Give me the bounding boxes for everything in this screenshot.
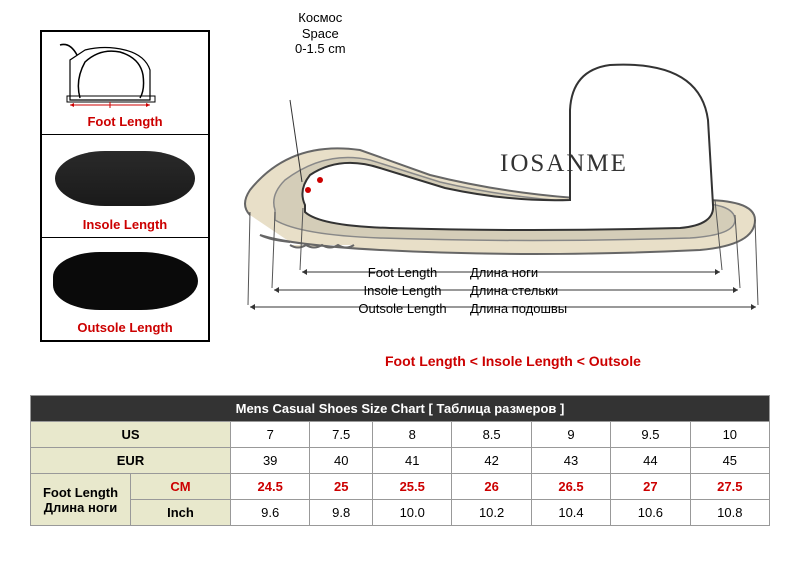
insole-length-cell: Insole Length bbox=[42, 135, 208, 238]
us-row: US 7 7.5 8 8.5 9 9.5 10 bbox=[31, 422, 770, 448]
us-label: US bbox=[31, 422, 231, 448]
left-measurement-panel: Foot Length Insole Length Outsole Length bbox=[40, 30, 210, 342]
eur-cell: 41 bbox=[373, 448, 452, 474]
cm-cell: 26 bbox=[452, 474, 531, 500]
foot-length-label: Foot Length bbox=[48, 114, 202, 132]
us-cell: 7 bbox=[231, 422, 310, 448]
inch-cell: 10.8 bbox=[690, 500, 769, 526]
brand-label: IOSANME bbox=[500, 150, 628, 178]
inch-cell: 10.6 bbox=[611, 500, 690, 526]
foot-length-group-label: Foot Length Длина ноги bbox=[31, 474, 131, 526]
cm-cell: 25.5 bbox=[373, 474, 452, 500]
len-en: Foot Length bbox=[35, 485, 126, 500]
inch-label: Inch bbox=[131, 500, 231, 526]
outsole-length-cell: Outsole Length bbox=[42, 238, 208, 340]
eur-cell: 43 bbox=[531, 448, 610, 474]
insole-icon bbox=[55, 151, 195, 206]
eur-cell: 40 bbox=[310, 448, 373, 474]
us-cell: 8 bbox=[373, 422, 452, 448]
foot-length-cell: Foot Length bbox=[42, 32, 208, 135]
cm-cell: 25 bbox=[310, 474, 373, 500]
size-chart-table: Mens Casual Shoes Size Chart [ Таблица р… bbox=[30, 395, 770, 526]
dim-insole-en: Insole Length bbox=[355, 282, 450, 300]
space-en: Space bbox=[295, 26, 346, 42]
dim-foot-ru: Длина ноги bbox=[470, 264, 538, 282]
dim-outsole-en: Outsole Length bbox=[355, 300, 450, 318]
cm-label: CM bbox=[131, 474, 231, 500]
dim-foot-en: Foot Length bbox=[355, 264, 450, 282]
outsole-icon bbox=[53, 252, 198, 310]
insole-length-label: Insole Length bbox=[48, 217, 202, 235]
inch-cell: 10.2 bbox=[452, 500, 531, 526]
eur-cell: 44 bbox=[611, 448, 690, 474]
outsole-length-label: Outsole Length bbox=[48, 320, 202, 338]
dim-insole-ru: Длина стельки bbox=[470, 282, 558, 300]
inch-cell: 9.8 bbox=[310, 500, 373, 526]
eur-cell: 45 bbox=[690, 448, 769, 474]
inch-cell: 10.4 bbox=[531, 500, 610, 526]
length-formula: Foot Length < Insole Length < Outsole bbox=[385, 353, 641, 369]
eur-row: EUR 39 40 41 42 43 44 45 bbox=[31, 448, 770, 474]
us-cell: 9 bbox=[531, 422, 610, 448]
foot-trace-icon bbox=[55, 40, 195, 110]
dim-outsole: Outsole Length Длина подошвы bbox=[355, 300, 567, 318]
cm-cell: 27.5 bbox=[690, 474, 769, 500]
cm-cell: 24.5 bbox=[231, 474, 310, 500]
us-cell: 9.5 bbox=[611, 422, 690, 448]
cm-row: Foot Length Длина ноги CM 24.5 25 25.5 2… bbox=[31, 474, 770, 500]
us-cell: 7.5 bbox=[310, 422, 373, 448]
cm-cell: 26.5 bbox=[531, 474, 610, 500]
eur-cell: 42 bbox=[452, 448, 531, 474]
space-ru: Космос bbox=[295, 10, 346, 26]
eur-cell: 39 bbox=[231, 448, 310, 474]
top-section: Foot Length Insole Length Outsole Length… bbox=[0, 0, 800, 380]
dim-insole: Insole Length Длина стельки bbox=[355, 282, 558, 300]
us-cell: 8.5 bbox=[452, 422, 531, 448]
us-cell: 10 bbox=[690, 422, 769, 448]
cm-cell: 27 bbox=[611, 474, 690, 500]
eur-label: EUR bbox=[31, 448, 231, 474]
inch-row: Inch 9.6 9.8 10.0 10.2 10.4 10.6 10.8 bbox=[31, 500, 770, 526]
table-title: Mens Casual Shoes Size Chart [ Таблица р… bbox=[31, 396, 770, 422]
shoe-diagram: Космос Space 0-1.5 cm bbox=[230, 10, 770, 380]
inch-cell: 10.0 bbox=[373, 500, 452, 526]
dim-foot: Foot Length Длина ноги bbox=[355, 264, 538, 282]
len-ru: Длина ноги bbox=[35, 500, 126, 515]
dim-outsole-ru: Длина подошвы bbox=[470, 300, 567, 318]
inch-cell: 9.6 bbox=[231, 500, 310, 526]
